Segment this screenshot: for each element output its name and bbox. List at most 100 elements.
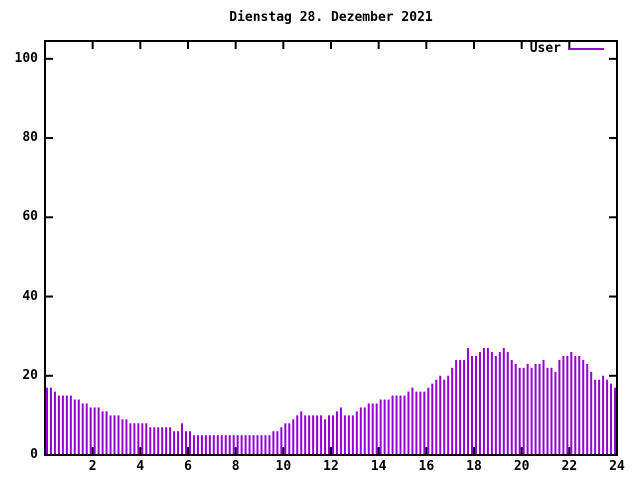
bar — [188, 431, 191, 455]
bar — [117, 415, 120, 455]
plot-border — [44, 40, 618, 456]
bar — [423, 391, 426, 455]
y-tick-label: 40 — [22, 288, 38, 304]
bar — [606, 379, 609, 455]
bar — [518, 367, 521, 455]
bar — [192, 435, 195, 455]
x-tick-label: 16 — [418, 459, 435, 474]
bar — [486, 348, 489, 455]
bar — [530, 367, 533, 455]
bar — [558, 359, 561, 455]
bar — [538, 363, 541, 455]
bar — [566, 355, 569, 455]
bar — [610, 383, 613, 455]
chart-title: Dienstag 28. Dezember 2021 — [229, 10, 433, 25]
bar — [363, 407, 366, 455]
x-tick-label: 20 — [513, 459, 530, 474]
bar — [391, 395, 394, 455]
bar — [177, 431, 180, 455]
bar — [121, 419, 124, 455]
bar — [379, 399, 382, 455]
bar — [320, 415, 323, 455]
bar — [145, 423, 148, 455]
bar — [77, 399, 80, 455]
bar — [514, 363, 517, 455]
bar — [81, 403, 84, 455]
bar — [542, 359, 545, 455]
legend-line-sample — [568, 48, 604, 50]
x-tick-label: 22 — [561, 459, 578, 474]
bar — [359, 407, 362, 455]
bar — [69, 395, 72, 455]
bar — [407, 391, 410, 455]
bar — [526, 363, 529, 455]
bar — [451, 367, 454, 455]
bar — [268, 435, 271, 455]
bar — [550, 367, 553, 455]
bar — [308, 415, 311, 455]
bar — [367, 403, 370, 455]
bar — [57, 395, 60, 455]
bar — [105, 411, 108, 455]
bar — [304, 415, 307, 455]
y-tick-label: 80 — [22, 130, 38, 146]
bar — [200, 435, 203, 455]
bar — [387, 399, 390, 455]
bar — [228, 435, 231, 455]
bar — [570, 352, 573, 455]
bar — [316, 415, 319, 455]
bar — [49, 387, 52, 455]
bar — [474, 355, 477, 455]
bar — [284, 423, 287, 455]
bar — [463, 359, 466, 455]
bar — [93, 407, 96, 455]
bar — [459, 359, 462, 455]
bar — [101, 411, 104, 455]
bar — [260, 435, 263, 455]
bar — [137, 423, 140, 455]
y-tick-label: 20 — [22, 367, 38, 383]
bar — [582, 359, 585, 455]
x-tick-label: 12 — [323, 459, 339, 474]
bar — [598, 379, 601, 455]
x-tick-label: 2 — [88, 459, 97, 474]
bar — [383, 399, 386, 455]
bar — [482, 348, 485, 455]
bar — [125, 419, 128, 455]
bar — [578, 355, 581, 455]
bar — [574, 355, 577, 455]
bar — [395, 395, 398, 455]
bar — [312, 415, 315, 455]
bar — [324, 419, 327, 455]
x-tick-label: 14 — [370, 459, 387, 474]
bar — [411, 387, 414, 455]
bar — [216, 435, 219, 455]
bar — [431, 383, 434, 455]
bar — [502, 348, 505, 455]
bar — [614, 387, 617, 455]
bar — [554, 371, 557, 455]
bar — [403, 395, 406, 455]
bar — [419, 391, 422, 455]
bar — [455, 359, 458, 455]
x-tick-label: 24 — [609, 459, 625, 474]
bar — [208, 435, 211, 455]
bar — [435, 379, 438, 455]
bar — [224, 435, 227, 455]
bar — [602, 375, 605, 455]
bar — [586, 363, 589, 455]
bar — [498, 352, 501, 455]
bar — [351, 415, 354, 455]
y-tick-label: 0 — [30, 447, 38, 462]
bar — [196, 435, 199, 455]
bar — [244, 435, 247, 455]
bar — [157, 427, 160, 455]
bar — [232, 435, 235, 455]
bar — [471, 355, 474, 455]
x-tick-label: 6 — [184, 459, 192, 474]
bar — [173, 431, 176, 455]
bar — [490, 352, 493, 455]
bar — [149, 427, 152, 455]
bar — [427, 387, 430, 455]
